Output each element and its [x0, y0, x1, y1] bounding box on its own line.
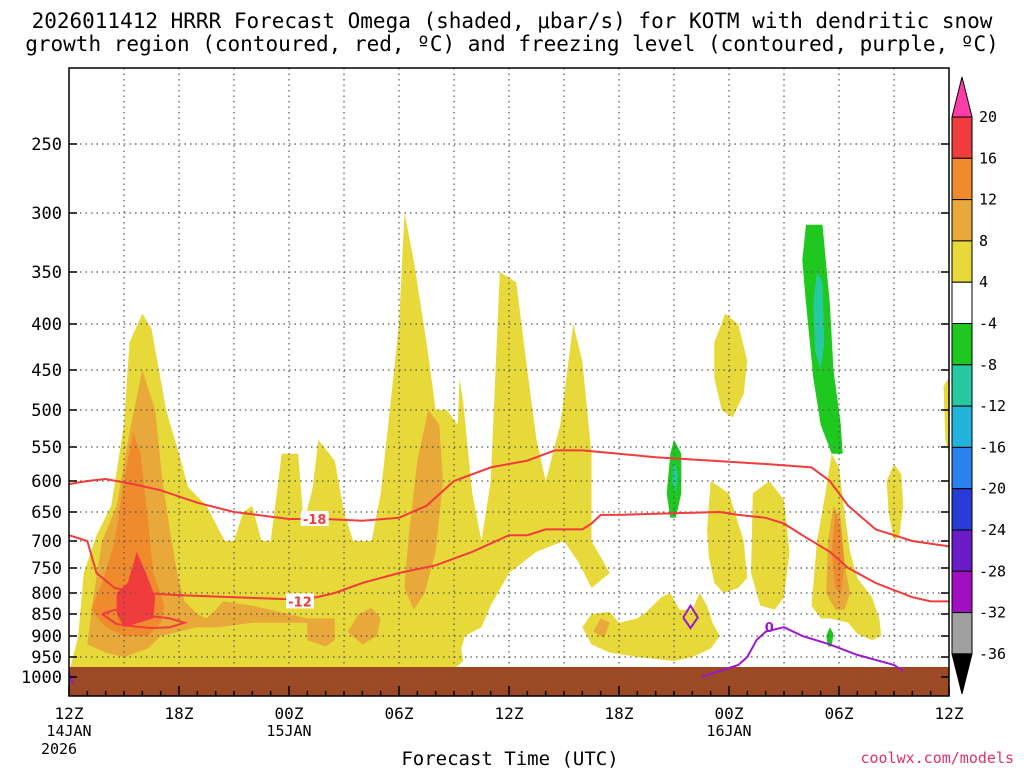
y-tick-label: 1000	[21, 668, 62, 688]
chart-title-line1: 2026011412 HRRR Forecast Omega (shaded, …	[32, 9, 993, 33]
y-tick-label: 300	[31, 204, 62, 224]
colorbar-segment	[951, 364, 973, 407]
y-tick-label: 400	[31, 315, 62, 335]
contour-layer: -12 -18 0	[68, 449, 950, 686]
colorbar-segment	[951, 323, 973, 366]
y-tick-label: 550	[31, 438, 62, 458]
omega-region	[751, 481, 790, 610]
grid-layer	[69, 68, 949, 696]
omega-region	[707, 481, 748, 593]
colorbar: 20 16 12 8 4 -4 -8 -12 -16 -20 -24 -28 -32 -36	[951, 76, 1006, 695]
omega-region	[831, 512, 845, 593]
colorbar-label: -12	[979, 397, 1006, 415]
dgz-contour	[68, 449, 950, 548]
y-tick-label: 350	[31, 263, 62, 283]
x-tick-label: 18Z	[165, 704, 194, 723]
y-axis: 2503003504004505005506006507007508008509…	[21, 135, 949, 688]
dgz-contour	[101, 608, 188, 630]
freezing-level-contour	[701, 626, 904, 678]
x-tick-label: 00Z	[715, 704, 744, 723]
omega-region	[347, 607, 381, 645]
colorbar-label: 8	[979, 232, 988, 250]
x-tick-label: 12Z	[935, 704, 964, 723]
colorbar-label: -20	[979, 480, 1006, 498]
omega-region	[582, 593, 720, 661]
colorbar-segment	[951, 612, 973, 655]
colorbar-segment	[951, 240, 973, 283]
y-tick-label: 800	[31, 584, 62, 604]
colorbar-segment	[951, 570, 973, 614]
x-tick-label: 06Z	[825, 704, 854, 723]
x-date-label: 16JAN	[706, 722, 751, 740]
x-tick-label: 12Z	[55, 704, 84, 723]
colorbar-segment	[951, 116, 973, 159]
colorbar-label: -8	[979, 356, 997, 374]
dgz-contour	[68, 510, 949, 603]
y-tick-label: 700	[31, 532, 62, 552]
x-tick-label: 00Z	[275, 704, 304, 723]
y-tick-label: 750	[31, 559, 62, 579]
colorbar-segment	[951, 488, 973, 531]
colorbar-label: 16	[979, 149, 997, 167]
colorbar-label: -24	[979, 521, 1006, 539]
omega-region	[672, 460, 678, 494]
colorbar-segment	[951, 199, 973, 242]
omega-region	[116, 551, 156, 628]
colorbar-top-arrow	[951, 76, 973, 118]
y-tick-label: 500	[31, 401, 62, 421]
y-tick-label: 950	[31, 648, 62, 668]
x-year-label: 2026	[41, 740, 77, 758]
omega-shading-layer	[69, 213, 949, 685]
colorbar-label: -28	[979, 562, 1006, 580]
colorbar-segment	[951, 529, 973, 572]
omega-region	[593, 618, 610, 639]
contour-label-bg	[300, 510, 329, 526]
y-tick-label: 650	[31, 503, 62, 523]
contour-label-bg	[286, 593, 314, 609]
colorbar-label: 20	[979, 108, 997, 126]
colorbar-label: -16	[979, 438, 1006, 456]
x-tick-label: 06Z	[385, 704, 414, 723]
chart-title-line2: growth region (contoured, red, ºC) and f…	[25, 32, 999, 56]
colorbar-segment	[951, 281, 973, 325]
colorbar-bottom-arrow	[951, 653, 973, 695]
omega-region	[404, 410, 443, 610]
colorbar-segment	[951, 446, 973, 490]
dgz-contour-label: -12	[288, 595, 312, 610]
y-tick-label: 850	[31, 605, 62, 625]
dgz-contour-label: -18	[303, 513, 327, 528]
y-tick-label: 250	[31, 135, 62, 155]
credit-text: coolwx.com/models	[860, 749, 1014, 767]
omega-region	[69, 213, 610, 673]
x-date-label: 14JAN	[46, 722, 91, 740]
freezing-level-contour	[68, 672, 75, 686]
x-tick-label: 18Z	[605, 704, 634, 723]
colorbar-label: 12	[979, 191, 997, 209]
y-tick-label: 600	[31, 472, 62, 492]
omega-region	[886, 464, 904, 541]
x-date-label: 15JAN	[266, 722, 311, 740]
colorbar-label: -32	[979, 604, 1006, 622]
y-tick-label: 450	[31, 361, 62, 381]
x-axis-label: Forecast Time (UTC)	[401, 748, 618, 768]
omega-region	[813, 272, 825, 370]
omega-region	[943, 378, 949, 454]
x-tick-label: 12Z	[495, 704, 524, 723]
colorbar-label: 4	[979, 273, 988, 291]
omega-region	[826, 627, 834, 647]
colorbar-segment	[951, 405, 973, 448]
freezing-level-contour	[682, 603, 699, 630]
colorbar-label: -4	[979, 315, 997, 333]
y-tick-label: 900	[31, 627, 62, 647]
freezing-level-label: 0	[765, 621, 774, 636]
colorbar-label: -36	[979, 645, 1006, 663]
colorbar-segment	[951, 157, 973, 201]
omega-region	[714, 313, 748, 418]
